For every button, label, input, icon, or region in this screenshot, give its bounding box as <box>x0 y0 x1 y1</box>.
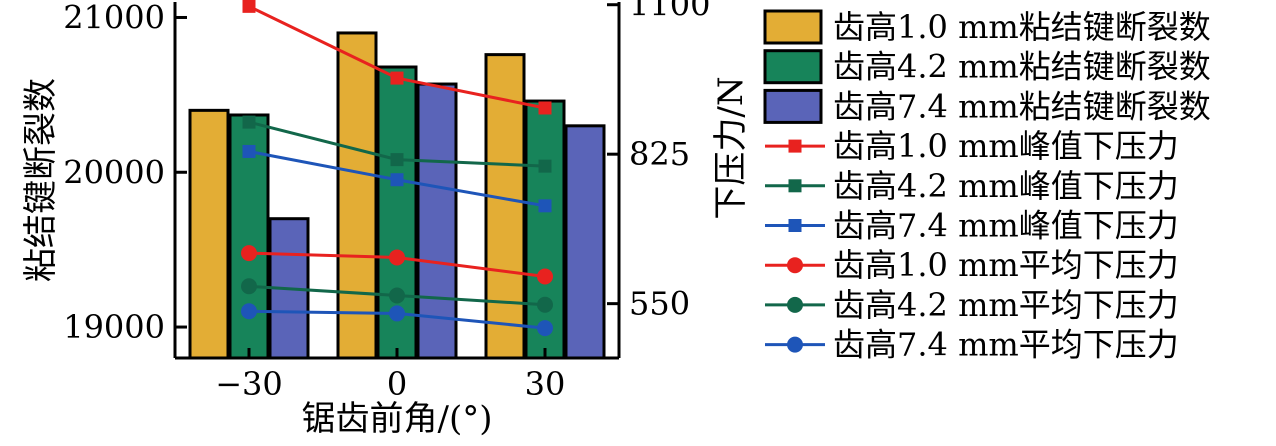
ticks-layer: 19000 20000 21000 550 825 1100 −30 0 30 <box>63 0 710 403</box>
legend-label-2: 齿高4.2 mm粘结键断裂数 <box>833 48 1211 86</box>
line-1-point-3 <box>538 101 552 115</box>
legend-label-7: 齿高1.0 mm平均下压力 <box>833 246 1179 284</box>
line-5-point-1 <box>241 278 257 295</box>
line-2-point-3 <box>538 159 552 173</box>
x-tick-label-3: 30 <box>525 365 566 403</box>
line-5-point-2 <box>389 287 405 304</box>
legend-label-5: 齿高4.2 mm峰值下压力 <box>833 167 1179 205</box>
right-axis-title: 下压力/N <box>711 76 751 219</box>
legend-label-1: 齿高1.0 mm粘结键断裂数 <box>833 8 1211 46</box>
x-axis-title: 锯齿前角/(°) <box>302 399 493 439</box>
line-3-point-2 <box>390 173 404 187</box>
right-tick-label-3: 1100 <box>629 0 710 24</box>
line-3-point-1 <box>242 144 256 158</box>
line-4-point-3 <box>537 268 553 285</box>
line-3-point-3 <box>538 199 552 213</box>
line-2-point-1 <box>242 115 256 129</box>
left-tick-label-1: 19000 <box>63 308 165 346</box>
line-1-point-2 <box>390 71 404 85</box>
bars-layer <box>188 31 606 360</box>
x-tick-label-2: 0 <box>387 365 407 403</box>
legend-marker-5 <box>787 296 803 313</box>
line-5-point-3 <box>537 296 553 313</box>
line-6-point-2 <box>389 305 405 322</box>
legend-swatch-bar-1 <box>763 9 823 45</box>
line-6-point-3 <box>537 320 553 337</box>
bar-2-3 <box>524 99 566 360</box>
line-2-point-2 <box>390 153 404 167</box>
legend-marker-1 <box>788 139 802 153</box>
bar-1-1 <box>188 108 230 360</box>
lines-layer <box>241 0 553 337</box>
legend-label-6: 齿高7.4 mm峰值下压力 <box>833 207 1179 245</box>
legend-label-8: 齿高4.2 mm平均下压力 <box>833 286 1179 324</box>
legend-marker-4 <box>787 257 803 274</box>
left-axis-title: 粘结键断裂数 <box>21 78 61 282</box>
line-4-point-1 <box>241 245 257 262</box>
right-tick-label-2: 825 <box>629 135 690 173</box>
bar-1-2 <box>336 31 378 360</box>
line-1-point-1 <box>242 0 256 13</box>
legend-label-3: 齿高7.4 mm粘结键断裂数 <box>833 87 1211 125</box>
line-6-point-1 <box>241 303 257 320</box>
x-tick-label-1: −30 <box>215 365 283 403</box>
left-tick-label-3: 21000 <box>63 0 165 36</box>
legend-marker-2 <box>788 179 802 193</box>
legend-marker-6 <box>787 336 803 353</box>
legend-label-4: 齿高1.0 mm峰值下压力 <box>833 127 1179 165</box>
left-tick-label-2: 20000 <box>63 153 165 191</box>
bar-3-2 <box>416 82 458 360</box>
bar-3-3 <box>564 124 606 360</box>
right-tick-label-1: 550 <box>629 285 690 323</box>
legend-swatch-bar-3 <box>763 88 823 124</box>
legend-marker-3 <box>788 219 802 232</box>
legend-label-9: 齿高7.4 mm平均下压力 <box>833 326 1179 364</box>
legend-swatch-bar-2 <box>763 49 823 85</box>
line-4-point-2 <box>389 249 405 266</box>
